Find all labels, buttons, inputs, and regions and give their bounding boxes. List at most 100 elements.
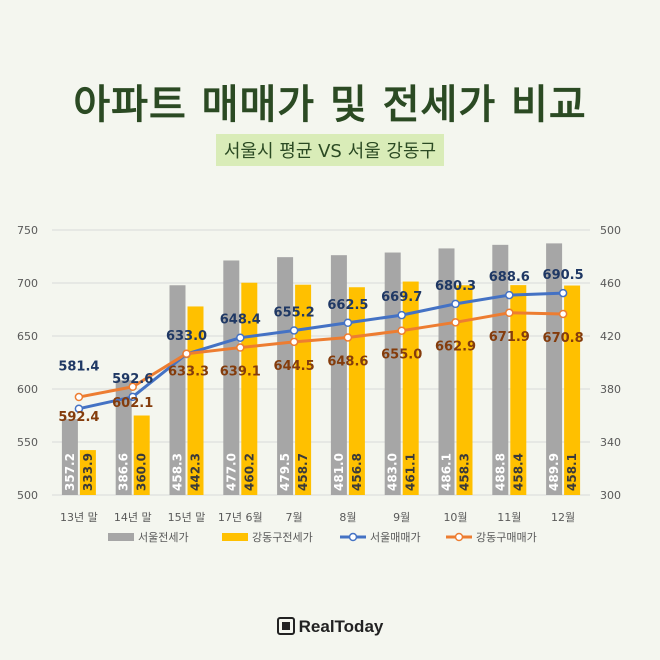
line-value-label: 602.1	[112, 396, 153, 411]
bar	[456, 285, 473, 495]
line-point	[343, 318, 353, 327]
line-point	[397, 326, 406, 335]
bar-value-label: 483.0	[386, 453, 400, 491]
x-tick-label: 17년 6월	[218, 511, 263, 524]
bar	[79, 450, 96, 495]
x-tick-label: 11월	[497, 511, 521, 524]
bar	[564, 285, 581, 495]
legend-marker	[348, 532, 358, 542]
bar-value-label: 481.0	[332, 453, 346, 491]
line-point	[289, 326, 299, 335]
line-point	[74, 404, 84, 413]
left-tick-label: 750	[17, 224, 38, 237]
x-tick-label: 13년 말	[60, 511, 98, 524]
left-tick-label: 500	[17, 489, 38, 502]
bar	[115, 380, 132, 495]
line-series	[78, 311, 564, 399]
legend-swatch	[222, 533, 248, 541]
left-tick-label: 650	[17, 330, 38, 343]
bar	[546, 243, 563, 495]
line-point	[236, 343, 245, 352]
left-tick-label: 700	[17, 277, 38, 290]
bar-value-label: 386.6	[117, 453, 131, 491]
bar-value-label: 477.0	[224, 453, 238, 491]
bar-value-label: 461.1	[404, 453, 418, 491]
bar	[510, 285, 527, 495]
line-value-label: 669.7	[381, 290, 422, 305]
line-point	[558, 309, 568, 319]
bar-value-label: 458.4	[511, 453, 525, 491]
line-value-label: 581.4	[58, 360, 99, 375]
left-tick-label: 600	[17, 383, 38, 396]
line-point	[128, 392, 137, 402]
line-value-label: 644.5	[274, 359, 315, 374]
line-value-label: 662.5	[327, 298, 368, 313]
bar	[438, 248, 455, 495]
bar-value-label: 442.3	[189, 453, 203, 491]
legend-label: 서울매매가	[370, 531, 421, 544]
bar	[133, 415, 150, 495]
line-series	[78, 291, 564, 411]
right-tick-label: 340	[600, 436, 621, 449]
line-point	[558, 288, 568, 298]
bar-value-label: 333.9	[81, 453, 95, 491]
right-tick-label: 300	[600, 489, 621, 502]
x-tick-label: 9월	[393, 511, 410, 524]
bar-value-label: 489.9	[547, 453, 561, 491]
line-point	[289, 337, 299, 347]
x-tick-label: 12월	[551, 511, 575, 524]
line-value-label: 592.6	[112, 372, 153, 387]
line-value-label: 648.4	[220, 313, 261, 328]
bar-value-label: 488.8	[493, 453, 507, 491]
line-point	[451, 299, 460, 309]
bar	[223, 260, 240, 495]
x-tick-label: 14년 말	[114, 511, 152, 524]
x-tick-label: 7월	[286, 511, 303, 524]
bar	[348, 287, 365, 495]
page-title: 아파트 매매가 및 전세가 비교	[73, 82, 587, 128]
bar-value-label: 458.3	[458, 453, 472, 491]
line-value-label: 671.9	[489, 330, 530, 345]
bar	[61, 419, 78, 495]
line-value-label: 662.9	[435, 339, 476, 354]
line-point	[505, 308, 514, 318]
left-tick-label: 550	[17, 436, 38, 449]
bar-value-label: 486.1	[440, 453, 454, 491]
x-tick-label: 10월	[443, 511, 467, 524]
line-value-label: 670.8	[543, 331, 584, 346]
bar-value-label: 458.1	[565, 453, 579, 491]
line-value-label: 639.1	[220, 365, 261, 380]
right-tick-label: 380	[600, 383, 621, 396]
right-tick-label: 460	[600, 277, 621, 290]
line-point	[451, 318, 460, 327]
line-value-label: 655.2	[274, 305, 315, 320]
right-tick-label: 500	[600, 224, 621, 237]
line-point	[74, 392, 84, 402]
bar-value-label: 357.2	[63, 453, 77, 491]
line-value-label: 690.5	[543, 268, 584, 283]
line-value-label: 680.3	[435, 279, 476, 294]
bar	[277, 257, 294, 495]
x-tick-label: 8월	[339, 511, 356, 524]
line-point	[236, 333, 245, 342]
line-point	[343, 333, 353, 342]
line-value-label: 633.0	[166, 329, 207, 344]
legend-swatch	[108, 533, 134, 541]
line-value-label: 688.6	[489, 270, 530, 285]
chart: 500 550 600 650 700 750 300 340 380 420 460 500 357.…	[17, 224, 621, 544]
bar-value-label: 458.3	[171, 453, 185, 491]
legend-label: 강동구매매가	[476, 531, 537, 544]
bar	[295, 284, 312, 495]
legend-marker	[454, 532, 464, 542]
bar	[492, 244, 509, 495]
line-value-label: 648.6	[327, 354, 368, 369]
line-point	[397, 310, 406, 320]
subtitle: 서울시 평균 VS 서울 강동구	[215, 134, 445, 166]
subtitle-wrap: 서울시 평균 VS 서울 강동구	[0, 134, 660, 166]
legend-label: 서울전세가	[138, 531, 189, 544]
logo: RealToday	[0, 617, 660, 637]
legend-label: 강동구전세가	[252, 531, 313, 544]
line-value-label: 633.3	[168, 365, 209, 380]
right-tick-label: 420	[600, 330, 621, 343]
bar-value-label: 456.8	[350, 453, 364, 491]
